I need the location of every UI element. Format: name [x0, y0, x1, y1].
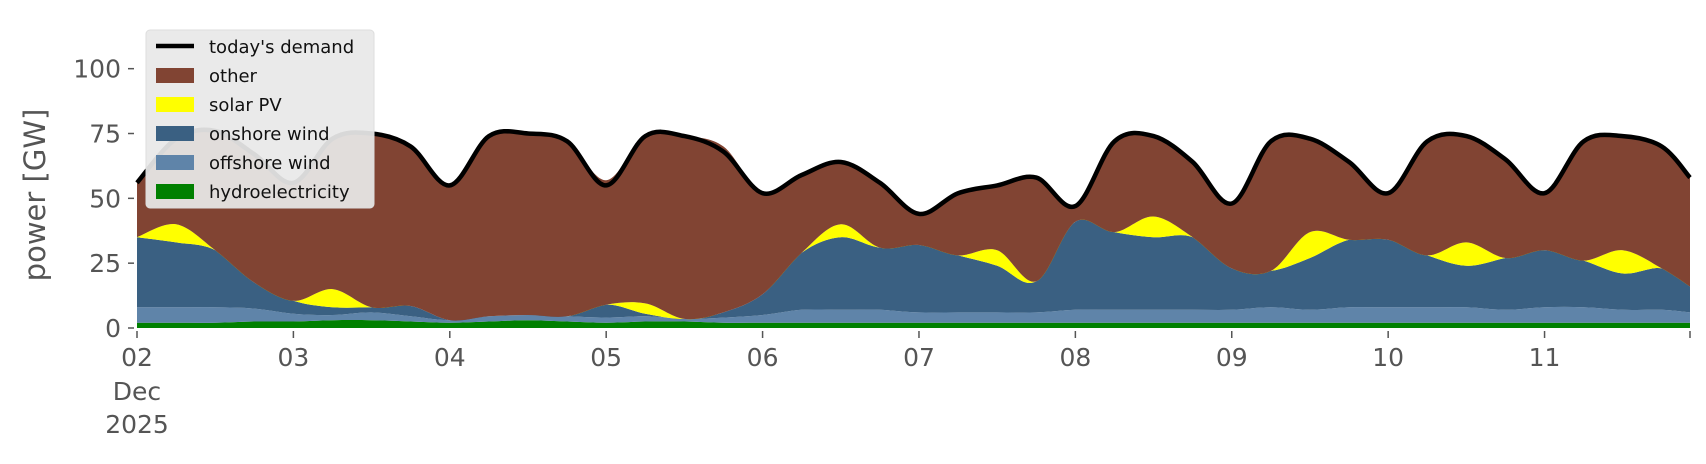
x-tick-label: 05: [590, 343, 622, 372]
legend-label: other: [209, 66, 258, 87]
y-axis-label: power [GW]: [18, 109, 52, 282]
x-tick-label: 06: [747, 343, 779, 372]
axes: 0 25 50 75 100 power [GW] 02 Dec 2025 03 04 05 06 07 0…: [18, 55, 1691, 439]
area-hydroelectricity: [137, 320, 1690, 328]
y-tick-label: 50: [89, 184, 121, 213]
y-tick-label: 0: [105, 314, 121, 343]
x-tick-label: 07: [903, 343, 935, 372]
x-tick-sublabel: Dec: [113, 377, 161, 406]
demand-line: [135, 127, 1692, 217]
y-tick-label: 100: [73, 55, 121, 84]
legend-label: offshore wind: [209, 153, 331, 174]
legend-label: solar PV: [209, 95, 282, 116]
y-tick-label: 75: [89, 120, 121, 149]
x-tick-label: 09: [1216, 343, 1248, 372]
y-tick-label: 25: [89, 249, 121, 278]
x-tick-label: 11: [1529, 343, 1561, 372]
legend-box: [145, 29, 375, 209]
area-other: [137, 129, 1690, 321]
x-tick-label: 08: [1059, 343, 1091, 372]
legend-swatch: [156, 97, 194, 112]
x-tick-label: 02: [121, 343, 153, 372]
x-tick-label: 04: [434, 343, 466, 372]
legend-swatch: [156, 155, 194, 170]
legend-swatch: [156, 126, 194, 141]
plot-areas: [137, 129, 1690, 328]
area-offshore-wind: [137, 306, 1690, 323]
legend-swatch: [156, 68, 194, 83]
x-tick-label: 10: [1372, 343, 1404, 372]
legend-label: onshore wind: [209, 124, 330, 145]
legend-label: hydroelectricity: [209, 182, 350, 203]
demand-line-group: [135, 127, 1692, 217]
legend: today's demand other solar PV onshore wind o…: [145, 29, 375, 209]
x-tick-sublabel: 2025: [105, 410, 169, 439]
legend-swatch: [156, 184, 194, 199]
x-tick-label: 03: [277, 343, 309, 372]
legend-label: today's demand: [209, 37, 354, 58]
area-onshore-wind: [137, 219, 1690, 321]
area-solar-pv: [137, 216, 1690, 321]
